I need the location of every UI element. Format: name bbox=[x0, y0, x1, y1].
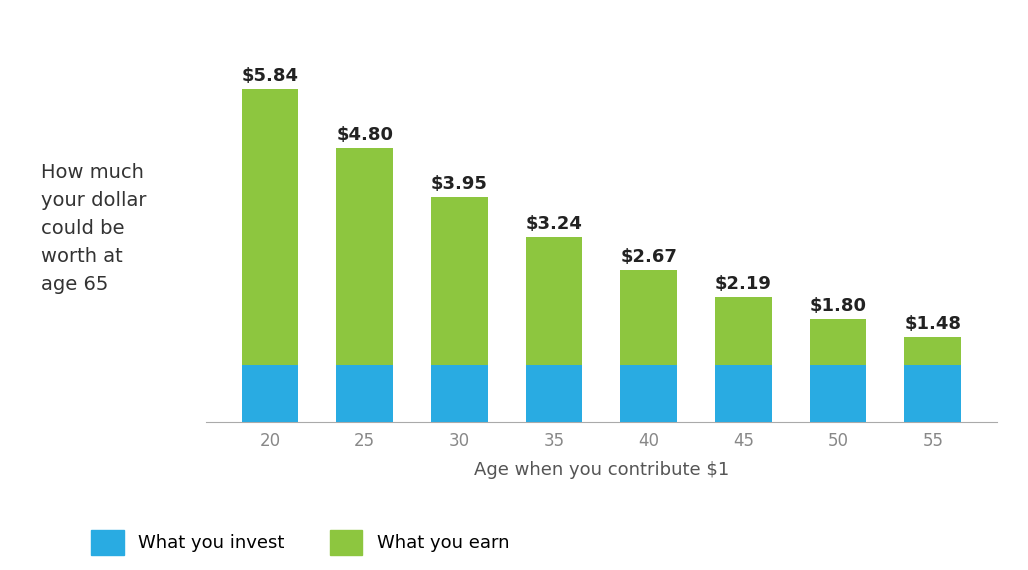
Bar bbox=[336, 148, 393, 365]
Legend: What you invest, What you earn: What you invest, What you earn bbox=[91, 530, 509, 555]
Bar bbox=[336, 365, 393, 422]
Bar bbox=[431, 197, 487, 365]
Bar bbox=[431, 365, 487, 422]
Text: $4.80: $4.80 bbox=[336, 126, 393, 144]
Bar bbox=[525, 365, 583, 422]
Bar bbox=[715, 297, 772, 365]
Bar bbox=[905, 365, 961, 422]
Bar bbox=[810, 365, 867, 422]
Text: How much
your dollar
could be
worth at
age 65: How much your dollar could be worth at a… bbox=[41, 162, 147, 294]
Bar bbox=[715, 365, 772, 422]
Text: $2.67: $2.67 bbox=[620, 247, 677, 266]
Bar bbox=[810, 319, 867, 365]
Bar bbox=[620, 365, 677, 422]
Text: $2.19: $2.19 bbox=[714, 275, 772, 293]
Bar bbox=[242, 365, 298, 422]
Bar bbox=[525, 237, 583, 365]
Text: $1.48: $1.48 bbox=[905, 315, 961, 333]
Text: $1.80: $1.80 bbox=[810, 297, 867, 315]
Bar bbox=[905, 337, 961, 365]
Bar bbox=[242, 89, 298, 365]
Text: $3.24: $3.24 bbox=[525, 215, 583, 233]
X-axis label: Age when you contribute $1: Age when you contribute $1 bbox=[474, 461, 729, 479]
Text: $3.95: $3.95 bbox=[431, 174, 488, 193]
Bar bbox=[620, 270, 677, 365]
Text: $5.84: $5.84 bbox=[242, 67, 298, 85]
